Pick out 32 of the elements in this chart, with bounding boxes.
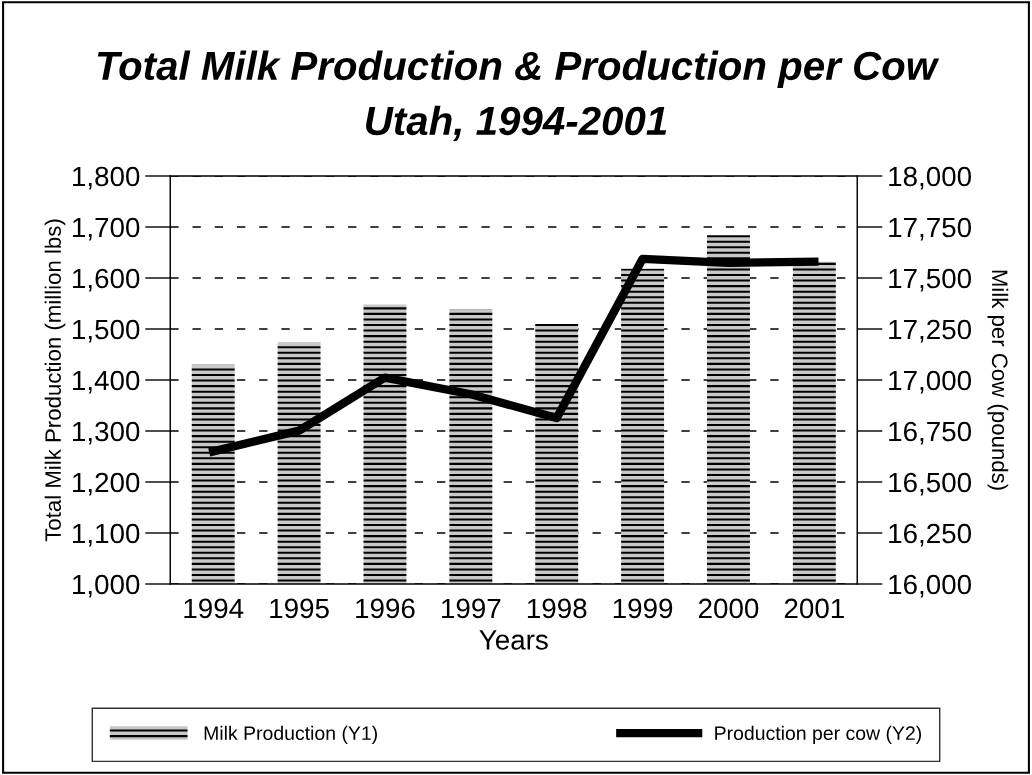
x-tick-label: 1997 <box>442 598 501 619</box>
legend-label: Production per cow (Y2) <box>715 725 922 744</box>
x-tick-label: 1994 <box>184 598 244 619</box>
legend-label: Milk Production (Y1) <box>204 725 377 744</box>
y-tick-label: 1,800 <box>73 166 140 190</box>
y-tick-label: 1,100 <box>73 523 140 547</box>
y2-tick-label: 16,000 <box>889 574 972 598</box>
y2-tick-label: 16,250 <box>889 523 972 547</box>
x-tick-label: 1999 <box>613 598 673 619</box>
y2-tick-label: 16,750 <box>889 421 972 445</box>
chart-title: Total Milk Production & Production per Cow Utah, 1994-2001 <box>97 50 940 142</box>
y-tick-label: 1,000 <box>73 574 140 598</box>
x-axis-title: Years <box>479 630 548 650</box>
y2-axis-title: Milk per Cow (pounds) <box>987 270 1009 490</box>
y2-tick-label: 17,750 <box>889 217 972 241</box>
y-tick-label: 1,300 <box>73 421 140 445</box>
x-tick-label: 1996 <box>356 598 415 619</box>
y-axis-title: Total Milk Production (million lbs) <box>44 219 66 542</box>
y2-tick-label: 17,500 <box>889 268 972 292</box>
y2-tick-label: 16,500 <box>889 472 972 496</box>
y-tick-label: 1,400 <box>73 370 140 394</box>
x-tick-label: 1995 <box>270 598 329 619</box>
y-tick-label: 1,600 <box>73 268 140 292</box>
x-tick-label: 1998 <box>527 598 587 619</box>
y-tick-label: 1,500 <box>73 319 140 343</box>
y2-tick-label: 17,250 <box>889 319 972 343</box>
x-tick-label: 2001 <box>784 598 844 619</box>
y-tick-label: 1,200 <box>73 472 140 496</box>
x-tick-label: 2000 <box>698 598 759 619</box>
y2-tick-label: 17,000 <box>889 370 972 394</box>
y-tick-label: 1,700 <box>73 217 140 241</box>
y2-tick-label: 18,000 <box>889 166 972 190</box>
